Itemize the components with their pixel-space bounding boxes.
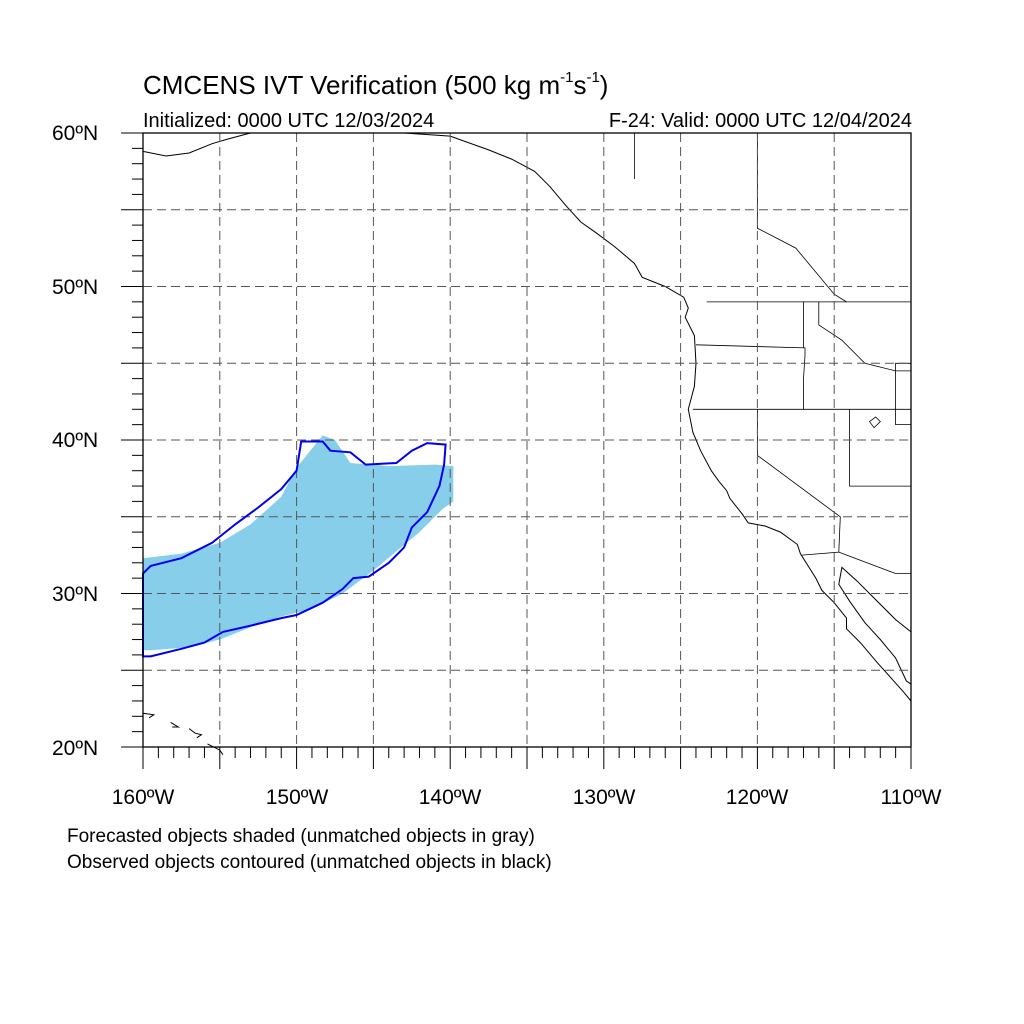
valid-time: F-24: Valid: 0000 UTC 12/04/2024 [608, 110, 912, 132]
gridline-layer [143, 133, 911, 747]
lon-label-160w: 160ºW [111, 786, 175, 809]
map-title: CMCENS IVT Verification (500 kg m-1s-1) [143, 69, 609, 101]
title-exponent-2: -1 [586, 69, 600, 87]
hawaii-island-3 [207, 743, 224, 755]
lon-label-150w: 150ºW [265, 786, 329, 809]
political-border-7 [838, 551, 911, 574]
lon-label-140w: 140ºW [418, 786, 482, 809]
lat-label-50n: 50ºN [52, 276, 99, 299]
lon-label-130w: 130ºW [572, 786, 636, 809]
political-border-5 [818, 301, 911, 372]
title-end: ) [599, 70, 609, 100]
lat-label-30n: 30ºN [52, 583, 99, 606]
hawaii-island-1 [170, 721, 181, 728]
forecast-note: Forecasted objects shaded (unmatched obj… [67, 826, 535, 847]
lon-label-110w: 110ºW [880, 786, 942, 809]
observed-layer [142, 440, 447, 658]
alaska-coastline [142, 132, 251, 157]
observed-note: Observed objects contoured (unmatched ob… [67, 852, 552, 873]
lat-label-20n: 20ºN [52, 737, 99, 760]
great-salt-lake-outline [868, 416, 881, 429]
gulf-of-california-coastline [838, 566, 912, 685]
forecast-layer [143, 435, 454, 651]
title-mid: s [573, 70, 587, 100]
political-border-6 [849, 409, 911, 487]
hawaii-island-0 [142, 712, 156, 719]
political-border-8 [895, 362, 911, 426]
observed-object-contour [142, 440, 447, 658]
tick-marks [121, 132, 912, 769]
lat-label-40n: 40ºN [52, 429, 99, 452]
political-border-3 [695, 344, 806, 410]
title-exponent-1: -1 [560, 69, 574, 87]
lon-label-120w: 120ºW [725, 786, 789, 809]
west-coast-coastline [404, 132, 912, 702]
political-border-2 [757, 409, 841, 556]
initialized-time: Initialized: 0000 UTC 12/03/2024 [143, 110, 435, 132]
title-main: CMCENS IVT Verification (500 kg m [143, 70, 561, 100]
lat-label-60n: 60ºN [52, 122, 99, 145]
hawaii-island-2 [188, 728, 203, 739]
political-border-10 [757, 133, 847, 303]
forecast-object-shade [143, 435, 454, 651]
